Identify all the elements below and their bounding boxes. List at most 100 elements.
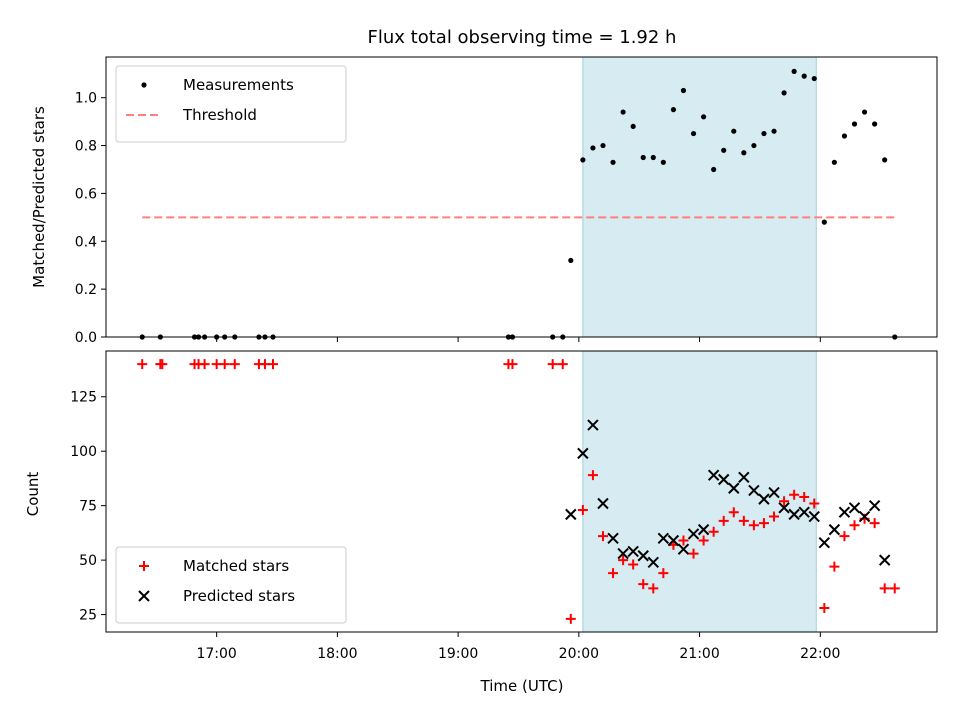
legend-swatch-matched-stars	[139, 561, 149, 571]
predicted-stars-point	[677, 543, 690, 555]
predicted-stars-point	[565, 508, 577, 521]
predicted-stars-point	[848, 502, 861, 514]
measurements-point	[711, 166, 717, 173]
matched-stars-point	[507, 359, 518, 370]
measurements-point	[600, 142, 606, 149]
measurements-point	[700, 114, 707, 120]
measurements-point	[781, 90, 787, 96]
observing-span-band	[582, 350, 817, 633]
predicted-stars-point	[647, 556, 660, 569]
legend: Matched stars Predicted stars	[115, 546, 347, 624]
predicted-stars-point	[798, 506, 810, 518]
matched-stars-point	[839, 531, 850, 542]
matched-stars-point	[698, 535, 709, 546]
measurements-point	[831, 159, 837, 165]
matched-stars-point	[889, 583, 900, 594]
x-axis-label: Time (UTC)	[480, 677, 564, 695]
predicted-stars-point	[878, 554, 891, 566]
predicted-stars-point	[707, 469, 720, 481]
matched-stars-point	[708, 526, 719, 537]
x-tick-label: 17:00	[196, 646, 236, 662]
measurements-point	[610, 159, 616, 165]
legend-label-threshold: Threshold	[182, 106, 257, 124]
matched-stars-point	[618, 555, 629, 566]
predicted-stars-point	[718, 473, 730, 486]
matched-stars-point	[137, 359, 148, 370]
predicted-stars-point	[587, 419, 599, 431]
predicted-stars-point	[768, 486, 780, 499]
legend: Measurements Threshold	[115, 65, 347, 143]
matched-stars-point	[769, 511, 780, 522]
legend-label-matched-stars: Matched stars	[183, 557, 289, 575]
predicted-stars-point	[828, 523, 841, 536]
y-tick-label: 0.8	[75, 139, 97, 155]
measurements-point	[580, 157, 586, 163]
matched-stars-point	[748, 520, 759, 531]
predicted-stars-point	[808, 510, 820, 523]
measurements-point	[841, 133, 848, 139]
measurements-point	[690, 130, 697, 137]
measurements-point	[882, 157, 888, 163]
plot-frame	[105, 56, 938, 338]
matched-stars-point	[799, 491, 810, 502]
measurements-point	[680, 87, 687, 94]
y-tick-label: 25	[79, 608, 97, 624]
predicted-stars-point	[868, 499, 881, 512]
measurements-point	[741, 150, 747, 156]
measurements-point	[620, 109, 626, 115]
measurements-point	[640, 154, 646, 161]
x-tick-label: 18:00	[317, 646, 357, 662]
predicted-stars-point	[858, 510, 871, 523]
legend-label-measurements: Measurements	[183, 76, 294, 94]
matched-stars-point	[199, 359, 210, 370]
series-matched-stars	[137, 359, 900, 624]
measurements-point	[650, 154, 656, 161]
predicted-stars-point	[788, 508, 800, 521]
measurements-point	[660, 159, 666, 165]
plot-frame	[105, 350, 938, 633]
matched-stars-point	[718, 515, 729, 526]
measurements-point	[568, 257, 574, 264]
matched-stars-point	[738, 515, 749, 526]
matched-stars-point	[219, 359, 230, 370]
measurements-point	[821, 219, 827, 225]
matched-stars-point	[608, 568, 619, 579]
measurements-point	[721, 147, 727, 153]
y-tick-label: 1.0	[75, 91, 97, 107]
matched-stars-point	[597, 531, 608, 542]
matched-stars-point	[577, 505, 588, 516]
predicted-stars-point	[697, 523, 710, 536]
measurements-point	[731, 128, 737, 134]
predicted-stars-point	[758, 493, 770, 505]
matched-stars-point	[849, 520, 860, 531]
y-tick-label: 0.0	[75, 330, 97, 346]
predicted-stars-point	[687, 528, 700, 540]
measurements-point	[590, 145, 596, 151]
predicted-stars-point	[627, 545, 639, 558]
matched-stars-point	[547, 359, 558, 370]
panel-ratio: 0.0 0.2 0.4 0.6 0.8 1.0 Measurements Threshold	[75, 56, 938, 346]
predicted-stars-point	[607, 532, 619, 545]
predicted-stars-point	[838, 506, 851, 518]
measurements-point	[791, 68, 797, 74]
legend-swatch-measurements	[141, 82, 147, 88]
predicted-stars-point	[818, 536, 831, 549]
matched-stars-point	[869, 518, 880, 529]
legend-swatch-predicted-stars	[138, 590, 150, 602]
matched-stars-point	[587, 470, 598, 481]
matched-stars-point	[678, 535, 689, 546]
matched-stars-point	[157, 359, 168, 370]
predicted-stars-point	[617, 547, 629, 560]
measurements-point	[751, 142, 757, 149]
predicted-stars-point	[778, 502, 790, 514]
measurements-point	[670, 107, 677, 113]
matched-stars-point	[688, 548, 699, 559]
matched-stars-point	[557, 359, 568, 370]
chart-title: Flux total observing time = 1.92 h	[368, 27, 677, 48]
y-tick-label: 125	[70, 390, 97, 406]
predicted-stars-point	[577, 447, 589, 460]
matched-stars-point	[648, 583, 659, 594]
observing-span-band	[582, 56, 817, 338]
matched-stars-point	[229, 359, 240, 370]
top-y-axis-label: Matched/Predicted stars	[30, 106, 48, 288]
